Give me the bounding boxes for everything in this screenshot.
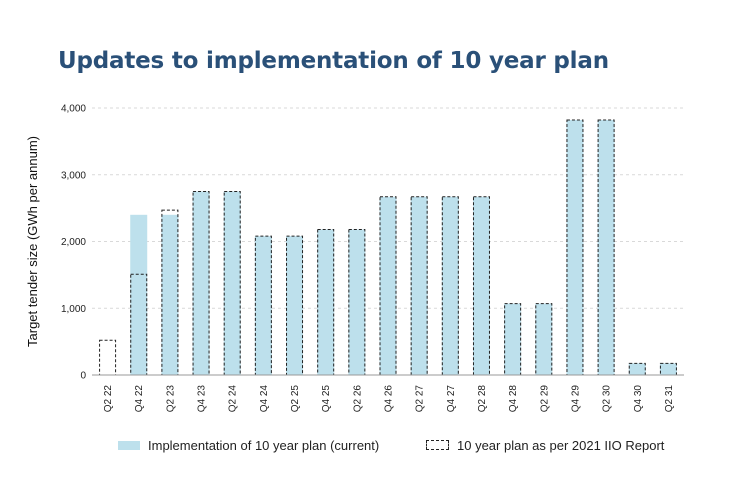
bar-current-q2-23 xyxy=(161,214,179,375)
x-tick-label: Q2 31 xyxy=(664,385,675,413)
bar-current-q2-26 xyxy=(348,229,366,375)
bar-current-q2-29 xyxy=(535,303,553,375)
y-tick-label: 3,000 xyxy=(61,170,86,181)
x-tick-label: Q2 25 xyxy=(290,385,301,413)
bar-current-q4-29 xyxy=(566,120,584,375)
y-tick-label: 2,000 xyxy=(61,237,86,248)
bar-current-q4-26 xyxy=(379,196,397,375)
bar-2021-plan-q4-29 xyxy=(566,119,584,376)
bar-current-q2-24 xyxy=(223,191,241,375)
x-tick-label: Q2 27 xyxy=(415,385,426,413)
bar-2021-plan-q4-22 xyxy=(130,273,148,376)
legend: Implementation of 10 year plan (current)… xyxy=(0,436,750,454)
bar-current-q4-22 xyxy=(130,214,148,375)
x-tick-label: Q4 22 xyxy=(134,385,145,413)
x-tick-label: Q4 25 xyxy=(321,385,332,413)
bar-current-q2-28 xyxy=(472,196,490,375)
x-tick-label: Q2 26 xyxy=(352,385,363,413)
bar-current-q4-24 xyxy=(254,236,272,375)
x-tick-label: Q4 24 xyxy=(259,385,270,413)
x-tick-label: Q4 28 xyxy=(508,385,519,413)
chart-title: Updates to implementation of 10 year pla… xyxy=(58,48,609,74)
bar-current-q2-27 xyxy=(410,196,428,375)
bar-current-q4-30 xyxy=(628,363,646,375)
x-tick-label: Q2 24 xyxy=(228,385,239,413)
x-tick-label: Q2 23 xyxy=(165,385,176,413)
bar-2021-plan-q2-26 xyxy=(348,228,366,376)
x-axis-ticks: Q2 22 Q4 22 Q2 23 Q4 23 Q2 24 Q4 24 Q2 25 Q4 25… xyxy=(103,385,675,413)
bars xyxy=(99,119,677,376)
y-tick-label: 4,000 xyxy=(61,104,86,115)
bar-2021-plan-q4-25 xyxy=(317,228,335,376)
bar-current-q2-31 xyxy=(659,363,677,375)
legend-item-2021-plan: 10 year plan as per 2021 IIO Report xyxy=(426,436,664,454)
bar-current-q4-28 xyxy=(504,303,522,375)
bar-2021-plan-q2-22 xyxy=(99,339,117,376)
x-tick-label: Q2 29 xyxy=(539,385,550,413)
x-tick-label: Q4 23 xyxy=(197,385,208,413)
legend-swatch-dashed xyxy=(426,440,449,450)
legend-swatch-filled xyxy=(118,440,140,450)
bar-2021-plan-q2-30 xyxy=(597,119,615,376)
legend-item-current: Implementation of 10 year plan (current) xyxy=(118,436,379,454)
x-tick-label: Q4 29 xyxy=(570,385,581,413)
x-tick-label: Q2 22 xyxy=(103,385,114,413)
bar-2021-plan-q2-23 xyxy=(161,209,179,376)
bar-current-q4-27 xyxy=(441,196,459,375)
x-tick-label: Q2 30 xyxy=(602,385,613,413)
y-axis-ticks: 0 1,000 2,000 3,000 4,000 xyxy=(61,104,86,382)
y-tick-label: 1,000 xyxy=(61,304,86,315)
x-tick-label: Q4 27 xyxy=(446,385,457,413)
x-tick-label: Q4 30 xyxy=(633,385,644,413)
y-axis-label: Target tender size (GWh per annum) xyxy=(25,136,40,347)
bar-current-q2-30 xyxy=(597,120,615,375)
bar-current-q4-25 xyxy=(317,229,335,375)
y-tick-label: 0 xyxy=(80,371,86,382)
legend-label-current: Implementation of 10 year plan (current) xyxy=(148,437,380,453)
x-tick-label: Q2 28 xyxy=(477,385,488,413)
bar-current-q4-23 xyxy=(192,191,210,375)
x-tick-label: Q4 26 xyxy=(384,385,395,413)
legend-label-2021-plan: 10 year plan as per 2021 IIO Report xyxy=(457,437,665,453)
bar-current-q2-25 xyxy=(286,236,304,375)
